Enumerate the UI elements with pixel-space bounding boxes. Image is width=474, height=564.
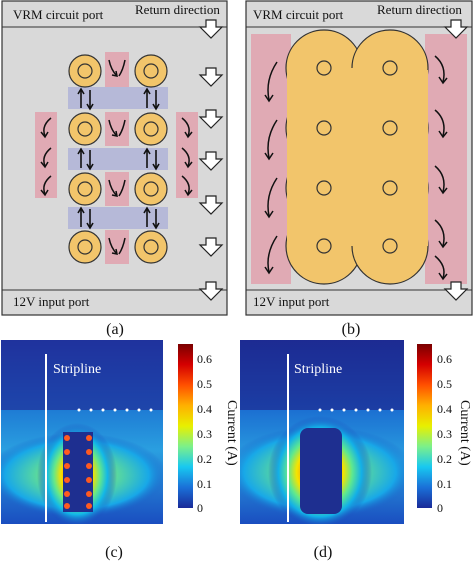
stripline-label-c: Stripline — [53, 362, 102, 377]
colorbar-d-tick: 0 — [437, 501, 443, 515]
vertical-arrows-a — [77, 87, 160, 230]
top-dot-row — [318, 408, 394, 412]
via — [77, 239, 93, 255]
pad — [134, 54, 168, 88]
merged-pad-fill-wide — [287, 70, 428, 246]
heatmap-d — [240, 340, 404, 524]
panel-b-diagram — [245, 0, 473, 316]
pink-zone-right-b — [425, 34, 467, 284]
caption-b: (b) — [341, 321, 361, 338]
via — [382, 180, 398, 196]
panel-b: VRM circuit port Return direction 12V in… — [245, 0, 474, 316]
colorbar-d-label: Current (A) — [457, 400, 472, 466]
return-arrows-b — [443, 19, 469, 301]
via — [316, 238, 332, 254]
pad-core — [63, 432, 93, 512]
colorbar-d-tick: 0.2 — [437, 452, 452, 466]
via — [382, 120, 398, 136]
via — [77, 63, 93, 79]
heatmap-top-band — [240, 340, 404, 410]
pink-zone-center-1 — [105, 52, 129, 87]
vrm-port-label: VRM circuit port — [13, 7, 104, 22]
heatmap-c — [1, 340, 163, 524]
top-dot-row — [77, 408, 153, 412]
via-group-a — [77, 63, 159, 255]
input-port-label-b: 12V input port — [253, 294, 330, 309]
colorbar-c-tick: 0 — [197, 501, 203, 515]
panel-a: VRM circuit port Return direction 12V in… — [1, 0, 228, 316]
colorbar-d-tick: 0.6 — [437, 352, 452, 366]
colorbar-c-tick: 0.6 — [197, 352, 212, 366]
pad — [134, 112, 168, 146]
pad — [68, 230, 102, 264]
via — [382, 60, 398, 76]
colorbar-c-tick: 0.4 — [197, 402, 212, 416]
pad — [134, 172, 168, 206]
center-curved-arrows-a — [108, 59, 126, 255]
pad — [68, 172, 102, 206]
return-arrows-a — [198, 19, 224, 301]
via — [316, 60, 332, 76]
via-group-b — [316, 60, 398, 254]
via — [143, 121, 159, 137]
colorbar-d-tick: 0.3 — [437, 427, 452, 441]
vrm-port-label-b: VRM circuit port — [253, 7, 344, 22]
colorbar-c-tick: 0.2 — [197, 452, 212, 466]
pad-group-a — [68, 54, 168, 264]
pink-zone-center-2 — [105, 112, 129, 146]
side-curved-arrows-b — [264, 55, 448, 281]
pad — [68, 112, 102, 146]
pad — [134, 230, 168, 264]
colorbar-c-label: Current (A) — [224, 400, 239, 466]
caption-a: (a) — [106, 321, 124, 338]
via — [316, 120, 332, 136]
via — [316, 180, 332, 196]
colorbar-c-tick: 0.5 — [197, 377, 212, 391]
via — [77, 181, 93, 197]
pink-zone-center-4 — [105, 230, 129, 264]
colorbar-c-tick: 0.3 — [197, 427, 212, 441]
colorbar-d-tick: 0.4 — [437, 402, 452, 416]
input-port-label: 12V input port — [13, 294, 90, 309]
pink-zone-left — [35, 112, 57, 198]
blue-band-1 — [68, 87, 168, 109]
stripline-label-d: Stripline — [294, 362, 343, 377]
via — [143, 181, 159, 197]
colorbar-d — [417, 344, 432, 508]
caption-d: (d) — [313, 544, 333, 561]
via — [382, 238, 398, 254]
colorbar-d-tick: 0.1 — [437, 477, 452, 491]
merged-pad-core — [300, 428, 342, 514]
panel-c: Stripline — [1, 340, 163, 524]
via — [143, 239, 159, 255]
via — [143, 63, 159, 79]
return-direction-label-b: Return direction — [377, 2, 462, 17]
colorbar-d-tick: 0.5 — [437, 377, 452, 391]
heatmap-top-band — [1, 340, 163, 410]
panel-a-diagram — [1, 0, 228, 316]
pink-zone-right — [176, 112, 198, 198]
return-direction-label: Return direction — [135, 2, 220, 17]
colorbar-c — [178, 344, 193, 508]
pad — [68, 54, 102, 88]
caption-c: (c) — [105, 544, 123, 561]
pink-zone-center-3 — [105, 172, 129, 206]
side-curved-arrows-a — [40, 117, 193, 197]
panel-d: Stripline — [240, 340, 404, 524]
hot-spots — [64, 435, 92, 509]
colorbar-c-tick: 0.1 — [197, 477, 212, 491]
via — [77, 121, 93, 137]
